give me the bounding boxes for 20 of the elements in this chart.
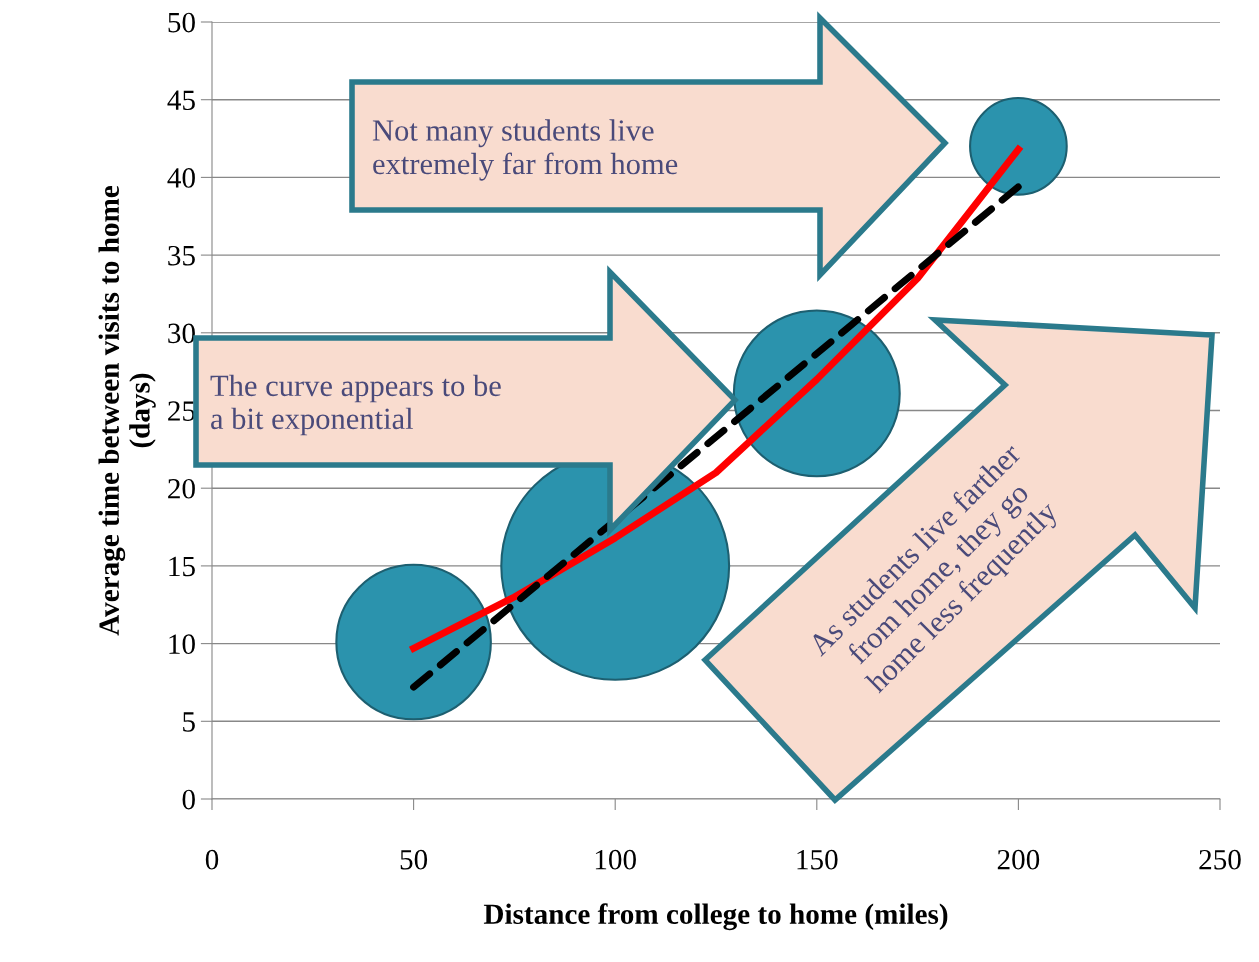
- x-tick-label: 200: [997, 849, 1040, 870]
- y-tick-label: 30: [168, 323, 195, 344]
- y-tick-label: 45: [167, 90, 195, 111]
- y-tick-label: 50: [168, 12, 195, 33]
- x-tick-label: 0: [205, 849, 219, 870]
- y-axis-title: Average time between visits to home (days): [98, 185, 156, 636]
- y-tick-label: 20: [168, 478, 195, 499]
- y-tick-label: 15: [169, 556, 195, 577]
- x-tick-label: 150: [797, 849, 838, 870]
- x-tick-label: 50: [400, 849, 428, 870]
- annotation: Not many students live extremely far from home: [372, 119, 678, 181]
- x-tick-label: 100: [595, 849, 636, 870]
- y-tick-label: 10: [169, 634, 195, 655]
- y-tick-label: 5: [183, 712, 195, 732]
- x-axis-title: Distance from college to home (miles): [483, 903, 948, 931]
- y-tick-label: 40: [167, 168, 195, 188]
- y-tick-label: 0: [182, 789, 195, 810]
- x-tick-label: 250: [1199, 849, 1241, 870]
- annotation: The curve appears to be a bit exponential: [210, 374, 501, 436]
- y-tick-label: 35: [168, 245, 195, 266]
